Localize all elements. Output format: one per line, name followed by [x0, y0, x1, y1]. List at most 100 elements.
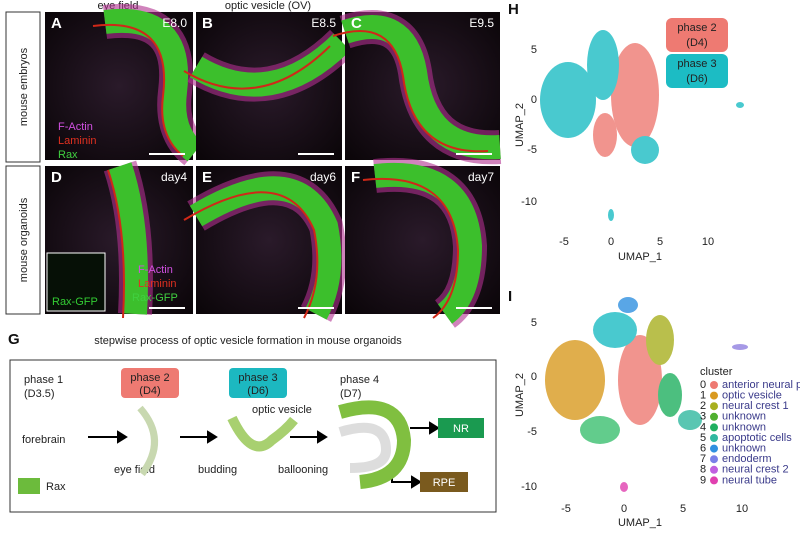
cluster-name: anterior neural plate — [722, 379, 800, 391]
stage-label: day4 — [161, 170, 187, 184]
cluster-legend: 0 anterior neural plate 1 optic vesicle 2 neu… — [700, 379, 800, 486]
cluster-dot — [710, 391, 718, 400]
cluster-name: neural crest 2 — [722, 464, 789, 476]
arrows — [88, 421, 440, 489]
phase: phase 4 — [340, 374, 379, 386]
stain-label: F-Actin — [58, 121, 93, 133]
phase: phase 3 — [238, 372, 277, 384]
legend-label: (D6) — [686, 73, 707, 85]
panel-letter: G — [8, 331, 20, 348]
cluster-dot — [710, 402, 718, 411]
umap-cloud — [545, 297, 748, 492]
x-tick-label: 10 — [702, 236, 714, 248]
y-tick-label: -10 — [521, 196, 537, 208]
tissue-edge — [107, 169, 125, 319]
cluster-name: neural crest 1 — [722, 400, 789, 412]
x-tick-label: -5 — [559, 236, 569, 248]
cluster-id: 4 — [700, 421, 706, 433]
stain-label: Rax-GFP — [132, 292, 178, 304]
panel-letter: B — [202, 15, 213, 32]
y-tick-label: 5 — [531, 44, 537, 56]
micrograph: B E8.5 — [183, 12, 354, 160]
phase-day: (D6) — [247, 385, 268, 397]
cluster-name: unknown — [722, 421, 766, 433]
cluster-id: 6 — [700, 443, 706, 455]
step: forebrain — [22, 434, 65, 446]
y-tick-label: -10 — [521, 481, 537, 493]
y-tick-label: 0 — [531, 371, 537, 383]
stage-label: E8.5 — [311, 16, 336, 30]
cluster-dot — [710, 465, 718, 474]
tissue-band — [373, 162, 483, 324]
stage-label: day6 — [310, 170, 336, 184]
tissue-edge — [362, 177, 460, 319]
y-tick-label: 0 — [531, 94, 537, 106]
rpe-layer — [338, 422, 392, 473]
phase-day: (D4) — [139, 385, 160, 397]
phase-day: (D3.5) — [24, 388, 55, 400]
umap-cloud — [540, 30, 744, 221]
cluster-name: apoptotic cells — [722, 432, 792, 444]
cluster-dot — [710, 381, 718, 389]
cluster-id: 1 — [700, 390, 706, 402]
stage-label: E9.5 — [469, 16, 494, 30]
phase-day: (D7) — [340, 388, 361, 400]
row-header: mouse embryos — [18, 47, 30, 126]
x-tick-label: 0 — [621, 503, 627, 515]
micrograph: C E9.5 — [332, 10, 502, 165]
phase-box — [121, 368, 179, 398]
stain-label: Rax — [58, 149, 78, 161]
cluster-dot — [710, 444, 718, 453]
cluster-id: 7 — [700, 453, 706, 465]
cluster-dot — [710, 476, 718, 485]
eye-field-shape — [137, 405, 158, 477]
cluster-id: 3 — [700, 411, 706, 423]
tissue-edge — [92, 23, 184, 157]
x-label: UMAP_1 — [618, 517, 662, 529]
cluster-name: neural tube — [722, 474, 777, 486]
cluster-id: 2 — [700, 400, 706, 412]
legend-swatch — [18, 478, 40, 494]
output-box — [420, 472, 468, 492]
cluster-dot — [710, 434, 718, 442]
structure-label: optic vesicle — [252, 404, 312, 416]
output-box — [438, 418, 484, 438]
x-tick-label: 5 — [657, 236, 663, 248]
panel-letter: H — [508, 1, 519, 18]
panel-letter: I — [508, 288, 512, 305]
legend-title: cluster — [700, 366, 733, 378]
panel-letter: A — [51, 15, 62, 32]
stain-label: Laminin — [58, 135, 97, 147]
inset-label: Rax-GFP — [52, 296, 98, 308]
cluster-id: 8 — [700, 464, 706, 476]
output: RPE — [433, 477, 456, 489]
stage-label: E8.0 — [162, 16, 187, 30]
cluster-name: endoderm — [722, 453, 772, 465]
stain-label: F-Actin — [138, 264, 173, 276]
row-header: mouse organoids — [18, 197, 30, 282]
cluster-id: 9 — [700, 474, 706, 486]
tissue-band — [103, 8, 204, 162]
ballooning-shape — [338, 400, 412, 489]
panel-letter: C — [351, 15, 362, 32]
panel-letter: D — [51, 169, 62, 186]
x-tick-label: 0 — [608, 236, 614, 248]
panel-box — [9, 359, 497, 513]
x-tick-label: 10 — [736, 503, 748, 515]
y-tick-label: 5 — [531, 317, 537, 329]
panel-letter: E — [202, 169, 212, 186]
micrograph: A E8.0 — [45, 3, 207, 166]
row-box — [5, 11, 41, 163]
tissue-edge — [332, 30, 489, 153]
step: budding — [198, 464, 237, 476]
phase: phase 1 — [24, 374, 63, 386]
x-label: UMAP_1 — [618, 251, 662, 263]
cluster-dot — [710, 412, 718, 421]
cluster-dot — [710, 455, 718, 464]
x-tick-label: -5 — [561, 503, 571, 515]
